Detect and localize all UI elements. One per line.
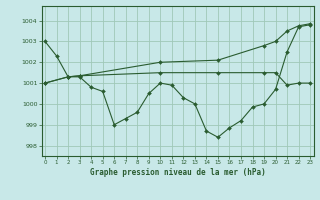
X-axis label: Graphe pression niveau de la mer (hPa): Graphe pression niveau de la mer (hPa)	[90, 168, 266, 177]
